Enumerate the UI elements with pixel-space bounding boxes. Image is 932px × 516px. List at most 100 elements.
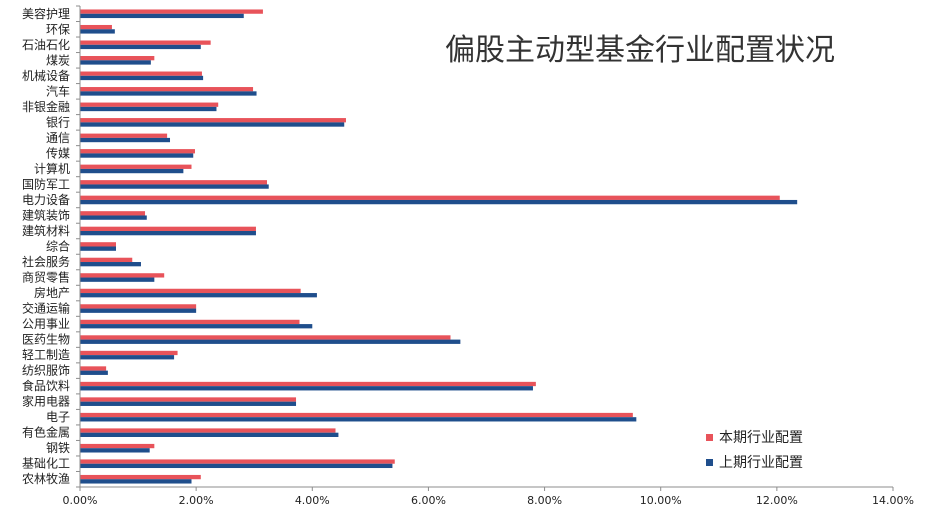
bar-current	[80, 412, 633, 418]
category-label: 通信	[46, 131, 70, 145]
bar-previous	[80, 122, 345, 127]
bar-previous	[80, 44, 201, 50]
x-tick-label: 6.00%	[411, 494, 446, 507]
bar-current	[80, 24, 112, 30]
x-tick-label: 14.00%	[872, 494, 914, 507]
bar-previous	[80, 324, 313, 329]
axis-layer: 0.00% 2.00% 4.00% 6.00% 8.00% 10.00% 12.00% 14.…	[63, 5, 914, 507]
legend-swatch	[706, 459, 713, 466]
bar-current	[80, 242, 116, 247]
category-label: 公用事业	[22, 317, 70, 331]
legend-label: 本期行业配置	[719, 430, 803, 446]
bar-previous	[80, 230, 256, 236]
bar-current	[80, 118, 346, 123]
bars-layer	[80, 9, 798, 484]
bar-previous	[80, 153, 194, 158]
bar-previous	[80, 137, 171, 143]
category-label: 银行	[46, 115, 70, 129]
bar-current	[80, 40, 211, 45]
category-label: 建筑材料	[22, 223, 70, 238]
category-label: 轻工制造	[22, 348, 70, 362]
bar-current	[80, 226, 256, 231]
bar-current	[80, 366, 107, 371]
bar-previous	[80, 75, 204, 81]
bar-previous	[80, 91, 257, 96]
bar-current	[80, 211, 146, 216]
bar-previous	[80, 13, 244, 19]
category-labels: 美容护理环保石油石化煤炭机械设备汽车非银金融银行通信传媒计算机国防军工电力设备建…	[22, 6, 70, 486]
bar-current	[80, 459, 395, 464]
bar-current	[80, 102, 219, 107]
bar-current	[80, 273, 165, 278]
x-tick-label: 4.00%	[295, 494, 330, 507]
category-label: 电力设备	[22, 193, 70, 207]
bar-current	[80, 474, 201, 480]
bar-current	[80, 56, 155, 61]
category-label: 机械设备	[22, 68, 70, 83]
bar-previous	[80, 401, 297, 406]
category-label: 非银金融	[22, 99, 70, 114]
bar-current	[80, 149, 195, 154]
category-label: 环保	[46, 22, 70, 36]
bar-current	[80, 180, 267, 185]
bar-previous	[80, 479, 192, 484]
category-label: 房地产	[34, 285, 70, 300]
legend-label: 上期行业配置	[719, 455, 803, 471]
category-label: 钢铁	[46, 441, 70, 455]
category-label: 有色金属	[22, 425, 70, 440]
bar-previous	[80, 293, 317, 298]
bar-previous	[80, 339, 461, 344]
bar-previous	[80, 199, 798, 205]
bar-current	[80, 350, 178, 356]
bar-previous	[80, 417, 637, 422]
bar-previous	[80, 370, 108, 375]
category-label: 综合	[46, 239, 70, 254]
bar-current	[80, 71, 202, 76]
bar-current	[80, 304, 197, 309]
x-tick-label: 8.00%	[527, 494, 562, 507]
category-label: 国防军工	[22, 176, 70, 191]
bar-current	[80, 381, 536, 387]
bar-previous	[80, 60, 151, 65]
category-label: 农林牧渔	[22, 472, 70, 486]
bar-previous	[80, 246, 116, 251]
bar-previous	[80, 386, 533, 391]
bar-current	[80, 288, 301, 294]
category-label: 汽车	[46, 83, 70, 98]
bar-previous	[80, 432, 339, 437]
bar-current	[80, 443, 155, 449]
chart-title: 偏股主动型基金行业配置状况	[445, 33, 835, 68]
category-label: 社会服务	[22, 254, 70, 269]
category-label: 美容护理	[22, 6, 70, 21]
bar-previous	[80, 29, 115, 34]
bar-previous	[80, 448, 150, 453]
category-label: 家用电器	[22, 394, 70, 409]
x-tick-label: 0.00%	[63, 494, 98, 507]
bar-previous	[80, 355, 175, 360]
bar-previous	[80, 106, 217, 112]
legend-swatch	[706, 434, 713, 441]
category-label: 计算机	[34, 161, 70, 176]
category-label: 电子	[46, 410, 70, 424]
category-label: 建筑装饰	[22, 207, 70, 222]
bar-previous	[80, 215, 147, 220]
x-tick-label: 12.00%	[756, 494, 798, 507]
bar-current	[80, 335, 451, 340]
category-label: 传媒	[46, 145, 70, 160]
bar-current	[80, 133, 168, 138]
bar-current	[80, 428, 336, 433]
bar-previous	[80, 277, 155, 282]
bar-previous	[80, 262, 141, 267]
bar-current	[80, 9, 263, 14]
category-label: 基础化工	[22, 457, 70, 471]
category-label: 医药生物	[22, 333, 70, 347]
bar-current	[80, 319, 300, 325]
category-label: 纺织服饰	[22, 364, 70, 378]
bar-current	[80, 195, 780, 200]
bar-current	[80, 257, 133, 263]
bar-previous	[80, 308, 197, 313]
bar-previous	[80, 168, 184, 174]
